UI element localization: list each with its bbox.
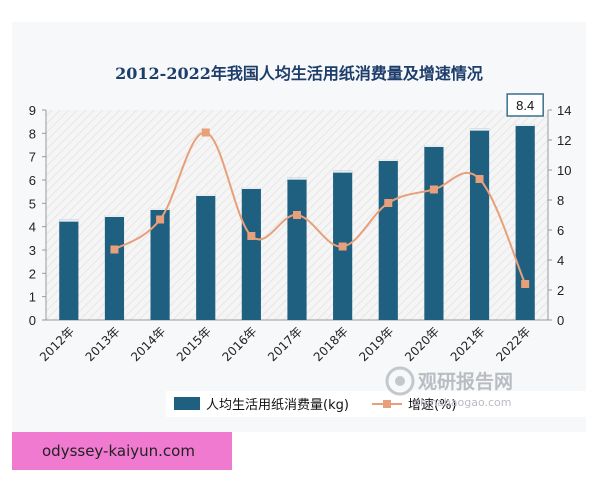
category-label: 2018年 — [311, 324, 351, 364]
growth-point — [429, 185, 438, 194]
legend: 人均生活用纸消费量(kg) 增速(%) — [166, 391, 586, 417]
category-label: 2012年 — [37, 324, 77, 364]
growth-point — [521, 280, 530, 288]
left-tick-label: 3 — [29, 243, 36, 258]
bar-top-highlight — [287, 177, 307, 180]
growth-point — [201, 128, 210, 137]
category-label: 2021年 — [448, 324, 488, 364]
left-tick-label: 7 — [29, 150, 36, 165]
left-tick-label: 0 — [29, 313, 36, 328]
growth-point — [293, 211, 301, 219]
category-label: 2016年 — [220, 324, 260, 364]
growth-point — [156, 215, 165, 224]
bar-top-highlight — [59, 219, 79, 222]
watermark: 观研报告网 chinabaogao.com — [385, 366, 513, 409]
growth-point — [475, 175, 484, 183]
legend-line-marker — [383, 400, 391, 408]
category-label: 2019年 — [356, 324, 396, 364]
bar — [378, 159, 398, 320]
right-tick-label: 12 — [557, 133, 571, 148]
chart-title: 2012-2022年我国人均生活用纸消费量及增速情况 — [115, 64, 483, 83]
bar-top-highlight — [515, 124, 535, 126]
legend-bar-label: 人均生活用纸消费量(kg) — [206, 398, 349, 413]
left-tick-label: 2 — [29, 266, 36, 281]
footer-tag: odyssey-kaiyun.com — [12, 432, 232, 470]
bar — [150, 208, 170, 320]
bar-top-highlight — [378, 159, 398, 161]
callout-label: 8.4 — [516, 98, 534, 113]
watermark-text: 观研报告网 — [418, 370, 513, 393]
right-tick-label: 0 — [557, 313, 564, 328]
bar-top-highlight — [104, 215, 125, 217]
callout-box — [506, 93, 544, 117]
bar — [104, 215, 125, 320]
right-tick-label: 14 — [557, 103, 571, 118]
growth-line — [113, 131, 527, 285]
bar — [196, 194, 216, 320]
right-tick-label: 6 — [557, 223, 564, 238]
growth-point — [110, 245, 119, 254]
watermark-subtext: chinabaogao.com — [414, 396, 512, 409]
bar — [469, 128, 490, 320]
category-label: 2013年 — [83, 324, 123, 364]
category-label: 2014年 — [128, 324, 168, 364]
growth-point — [247, 232, 256, 240]
left-tick-label: 4 — [29, 220, 36, 235]
left-tick-label: 5 — [29, 196, 36, 211]
left-tick-label: 9 — [29, 103, 36, 118]
right-tick-label: 10 — [557, 163, 571, 178]
right-tick-label: 8 — [557, 193, 564, 208]
bar-top-highlight — [333, 170, 353, 173]
category-label: 2017年 — [265, 324, 305, 364]
category-label: 2022年 — [493, 324, 533, 364]
bar — [515, 124, 535, 320]
left-tick-label: 6 — [29, 173, 36, 188]
category-label: 2020年 — [402, 324, 442, 364]
watermark-logo-icon — [385, 366, 415, 396]
watermark-logo-dot-icon — [395, 376, 405, 386]
growth-line-series — [110, 128, 530, 288]
right-tick-label: 2 — [557, 283, 564, 298]
growth-point — [384, 199, 393, 207]
left-tick-label: 8 — [29, 126, 36, 141]
left-tick-label: 1 — [29, 290, 36, 305]
category-label: 2015年 — [174, 324, 214, 364]
bar — [287, 177, 307, 320]
right-axis: 0 2 4 6 8 10 12 14 — [547, 103, 571, 328]
bar — [59, 219, 79, 320]
legend-bar-swatch — [174, 397, 200, 410]
value-callout: 8.4 — [506, 93, 544, 117]
bar-top-highlight — [241, 187, 261, 189]
bar-top-highlight — [469, 128, 490, 131]
bar — [424, 145, 444, 320]
growth-point — [338, 242, 347, 251]
right-tick-label: 4 — [557, 253, 564, 268]
legend-line-label: 增速(%) — [408, 398, 457, 413]
bar-top-highlight — [424, 145, 444, 147]
bar-series — [59, 124, 535, 320]
bar-top-highlight — [150, 208, 170, 210]
bar — [241, 187, 261, 320]
bar-top-highlight — [196, 194, 216, 196]
category-labels: 2012年 2013年 2014年 2015年 2016年 2017年 2018年 2019年… — [37, 324, 533, 364]
